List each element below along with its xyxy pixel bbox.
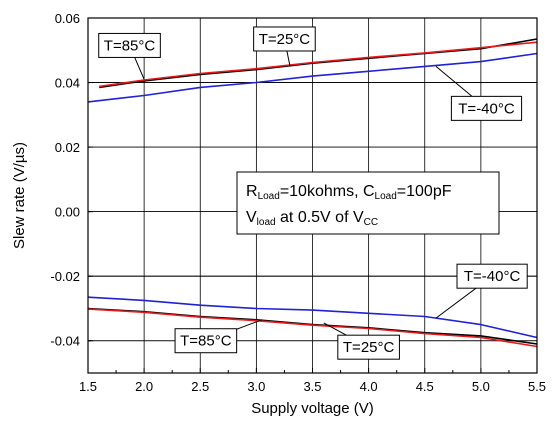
conditions-line2-part: V xyxy=(246,209,257,226)
y-tick-label: 0.06 xyxy=(55,11,80,26)
annotation-label: T=-40°C xyxy=(464,268,521,285)
x-tick-label: 2.5 xyxy=(191,379,209,394)
annotation-box xyxy=(174,328,238,354)
y-tick-label: -0.04 xyxy=(50,334,80,349)
x-tick-label: 3.0 xyxy=(247,379,265,394)
axes-group: 1.5 2.0 2.5 3.0 3.5 4.0 4.5 5.0 5.5 -0.04 -0.02 0.0… xyxy=(50,11,546,394)
x-tick-label: 3.5 xyxy=(303,379,321,394)
x-axis-title: Supply voltage (V) xyxy=(251,400,374,417)
annotation-label: T=25°C xyxy=(259,31,311,48)
annotation-label: T=85°C xyxy=(180,333,232,350)
conditions-line2: Vload at 0.5V of VCC xyxy=(246,209,378,228)
y-tick-label: 0.04 xyxy=(55,76,80,91)
x-tick-label: 4.5 xyxy=(416,379,434,394)
x-tick-label: 1.5 xyxy=(79,379,97,394)
annotation-box xyxy=(98,32,161,58)
conditions-line2-part: load xyxy=(257,217,276,228)
conditions-line2-part: at 0.5V of V xyxy=(276,209,364,226)
annotation-box xyxy=(450,95,523,121)
x-tick-label: 5.0 xyxy=(472,379,490,394)
conditions-line1-part: Load xyxy=(375,191,397,202)
conditions-frame xyxy=(236,171,500,235)
y-tick-label: 0.00 xyxy=(55,205,80,220)
series-group xyxy=(87,38,538,348)
conditions-line1-part: =10kohms, C xyxy=(280,183,375,200)
annotation-label: T=-40°C xyxy=(458,100,515,117)
series-line-4 xyxy=(87,308,538,348)
y-tick-label: -0.02 xyxy=(50,269,80,284)
conditions-line1-part: R xyxy=(246,183,258,200)
y-tick-label: 0.02 xyxy=(55,140,80,155)
annotation-box xyxy=(456,263,528,289)
x-tick-label: 5.5 xyxy=(528,379,546,394)
annotation-box xyxy=(253,26,316,52)
annotations-group: T=85°C T=25°C T=-40°C T=-40°C T=85°C T=25°C xyxy=(98,26,528,360)
conditions-line1: RLoad=10kohms, CLoad=100pF xyxy=(246,183,452,202)
y-axis-title: Slew rate (V/µs) xyxy=(11,142,28,249)
x-tick-label: 2.0 xyxy=(135,379,153,394)
series-line-5 xyxy=(87,296,538,339)
series-line-1 xyxy=(99,41,538,88)
x-tick-label: 4.0 xyxy=(360,379,378,394)
conditions-line2-part: CC xyxy=(364,217,378,228)
series-line-2 xyxy=(87,52,538,103)
annotation-box xyxy=(337,334,400,360)
conditions-line1-part: Load xyxy=(258,191,280,202)
conditions-line1-part: =100pF xyxy=(397,183,452,200)
annotation-label: T=25°C xyxy=(343,339,395,356)
annotation-label: T=85°C xyxy=(104,37,156,54)
